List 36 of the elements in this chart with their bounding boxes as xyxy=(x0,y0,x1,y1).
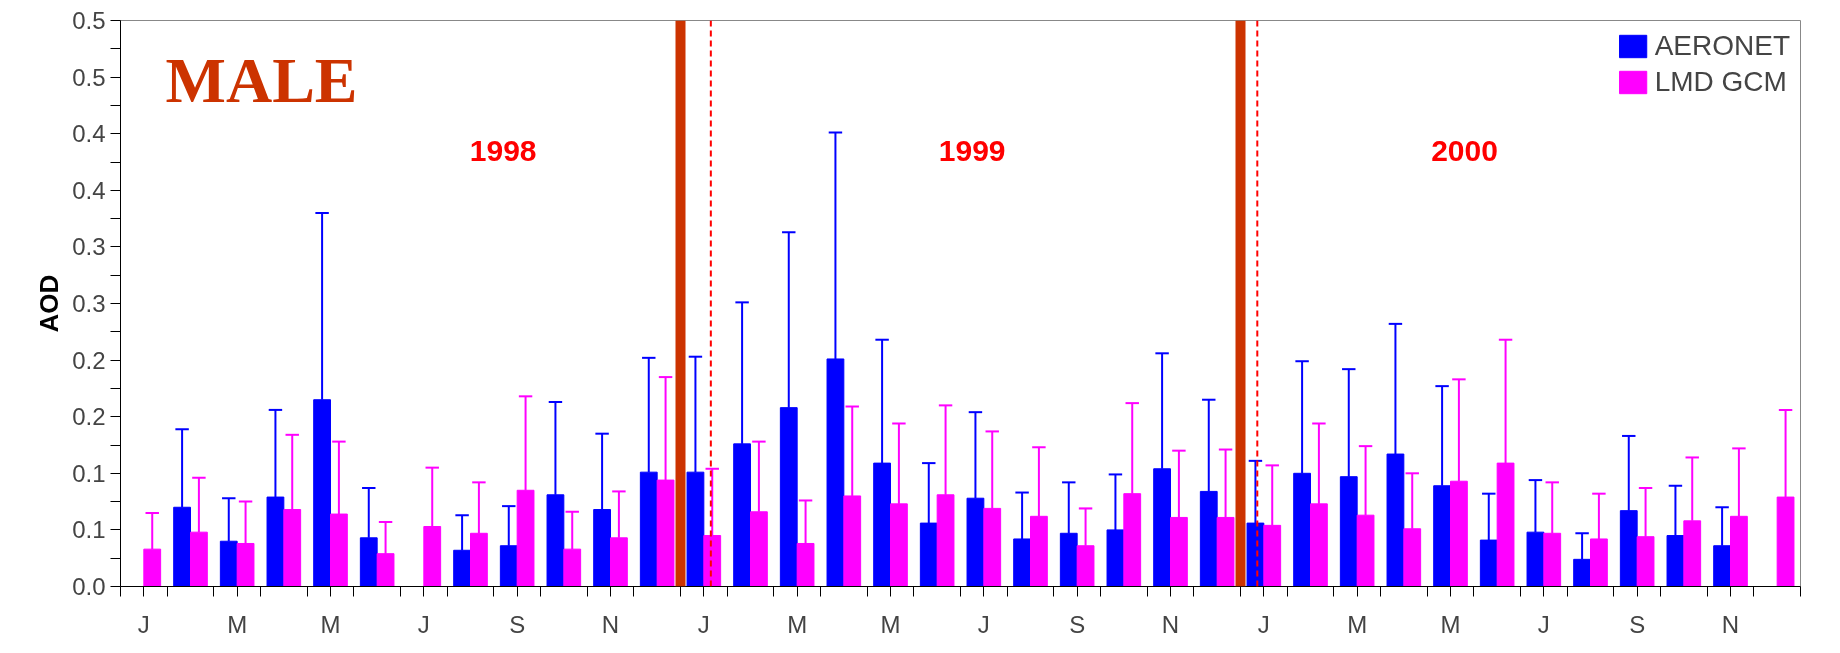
legend-label: LMD GCM xyxy=(1654,66,1787,98)
x-tick-label: J xyxy=(697,610,710,638)
chart-title: MALE xyxy=(165,44,358,116)
x-tick-label: M xyxy=(227,610,248,638)
annotation: 1999 xyxy=(938,133,1006,167)
y-tick-label: 0.4 xyxy=(72,176,106,204)
x-tick-label: J xyxy=(1257,610,1270,638)
x-tick-label: J xyxy=(977,610,990,638)
annotation: 2000 xyxy=(1431,133,1498,167)
y-axis-title: AOD xyxy=(34,274,65,333)
x-tick-label: S xyxy=(1069,610,1086,638)
x-tick-label: J xyxy=(137,610,150,638)
y-tick-label: 0.5 xyxy=(72,7,106,34)
x-tick-label: J xyxy=(1537,610,1550,638)
y-tick-label: 0.3 xyxy=(72,290,106,317)
x-tick-label: J xyxy=(417,610,430,638)
legend-label: AERONET xyxy=(1654,30,1790,62)
x-tick-label: M xyxy=(787,610,808,638)
y-tick-label: 0.3 xyxy=(72,233,106,261)
x-tick-label: M xyxy=(1347,610,1368,638)
annotation: 1998 xyxy=(469,133,537,167)
y-tick-label: 0.4 xyxy=(72,120,106,148)
x-tick-label: S xyxy=(1629,610,1646,638)
y-tick-label: 0.2 xyxy=(72,403,106,431)
x-tick-label: M xyxy=(880,610,901,638)
y-tick-label: 0.1 xyxy=(72,459,106,487)
y-tick-label: 0.5 xyxy=(72,63,106,91)
x-tick-label: N xyxy=(601,610,620,638)
x-tick-label: M xyxy=(320,610,341,638)
x-tick-label: N xyxy=(1721,610,1740,638)
x-tick-label: N xyxy=(1161,610,1180,638)
y-tick-label: 0.0 xyxy=(72,573,106,600)
y-tick-label: 0.1 xyxy=(72,516,106,544)
y-tick-label: 0.2 xyxy=(72,346,106,374)
x-tick-label: S xyxy=(509,610,526,638)
x-tick-label: M xyxy=(1440,610,1461,638)
